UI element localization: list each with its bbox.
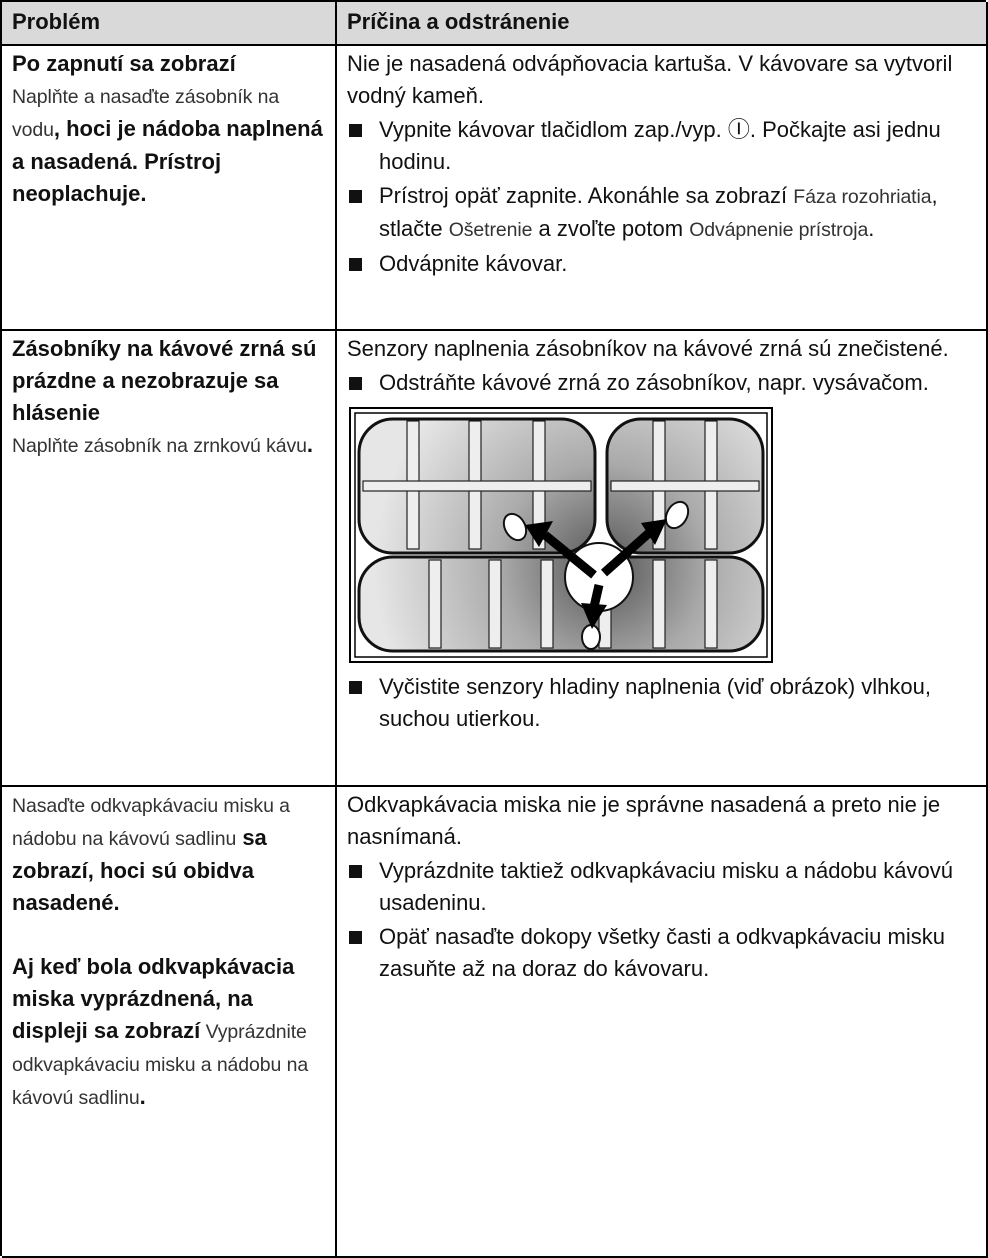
step: Odvápnite kávovar. [347, 248, 978, 280]
display-run: Naplňte zásobník na zrnkovú kávu [12, 435, 307, 457]
bold-run: , hoci je nádoba naplnená a nasadená. Pr… [12, 116, 323, 206]
cause-cell: Nie je nasadená odvápňovacia kartuša. V … [337, 46, 988, 331]
problem-cell: Nasaďte odkvapkávaciu misku a nádobu na … [2, 787, 337, 1258]
step: Vyčistite senzory hladiny naplnenia (viď… [347, 671, 978, 735]
steps: Vyprázdnite taktiež odkvapkávaciu misku … [347, 855, 978, 985]
display-run: Nasaďte odkvapkávaciu misku a nádobu na … [12, 795, 290, 850]
steps: Odstráňte kávové zrná zo zásobníkov, nap… [347, 367, 978, 399]
display-run: Odvápnenie prístroja [689, 219, 869, 241]
header-cell: Problém [2, 2, 337, 46]
cause-text: Senzory naplnenia zásobníkov na kávové z… [347, 336, 949, 361]
run: , stlačte [379, 183, 938, 241]
problem-text: Nasaďte odkvapkávaciu misku a nádobu na … [12, 789, 327, 919]
steps: Vypnite kávovar tlačidlom zap./vyp. Ⓘ. P… [347, 114, 978, 280]
bold-run: . [139, 1084, 146, 1109]
bold-run: . [306, 432, 314, 457]
step: Opäť nasaďte dokopy všetky časti a odkva… [347, 921, 978, 985]
problem-cell: Po zapnutí sa zobrazí Naplňte a nasaďte z… [2, 46, 337, 331]
problem-text: Zásobníky na kávové zrná sú prázdne a ne… [12, 333, 327, 462]
bold-run: Aj keď bola odkvapkávacia miska vyprázdn… [12, 954, 295, 1043]
cause-text: Odkvapkávacia miska nie je správne nasad… [347, 792, 941, 849]
bold-run: Zásobníky na kávové zrná sú prázdne a ne… [12, 336, 317, 425]
step: Prístroj opäť zapnite. Akonáhle sa zobra… [347, 180, 978, 246]
bold-run: Po zapnutí sa zobrazí [12, 51, 236, 76]
cause-cell: Senzory naplnenia zásobníkov na kávové z… [337, 331, 988, 787]
step: Odstráňte kávové zrná zo zásobníkov, nap… [347, 367, 978, 399]
sensor-illustration [349, 407, 773, 663]
cause-cell: Odkvapkávacia miska nie je správne nasad… [337, 787, 988, 1258]
cause-text: Nie je nasadená odvápňovacia kartuša. V … [347, 51, 953, 108]
display-run: Vyprázdnite odkvapkávaciu misku a nádobu… [12, 1021, 309, 1109]
steps: Vyčistite senzory hladiny naplnenia (viď… [347, 671, 978, 735]
display-run: Ošetrenie [448, 219, 533, 241]
problem-text: Aj keď bola odkvapkávacia miska vyprázdn… [12, 951, 327, 1114]
run: Prístroj opäť zapnite. Akonáhle sa zobra… [379, 183, 794, 208]
run: a zvoľte potom [532, 216, 690, 241]
problem-cell: Zásobníky na kávové zrná sú prázdne a ne… [2, 331, 337, 787]
problem-text: Po zapnutí sa zobrazí Naplňte a nasaďte z… [12, 48, 327, 210]
display-run: Naplňte a nasaďte zásobník na vodu [12, 86, 280, 141]
step: Vyprázdnite taktiež odkvapkávaciu misku … [347, 855, 978, 919]
run: . [868, 216, 875, 241]
header-cell: Príčina a odstránenie [337, 2, 988, 46]
step: Vypnite kávovar tlačidlom zap./vyp. Ⓘ. P… [347, 114, 978, 178]
bold-run: sa zobrazí, hoci sú obidva nasadené. [12, 825, 267, 915]
display-run: Fáza rozohriatia [793, 186, 932, 208]
